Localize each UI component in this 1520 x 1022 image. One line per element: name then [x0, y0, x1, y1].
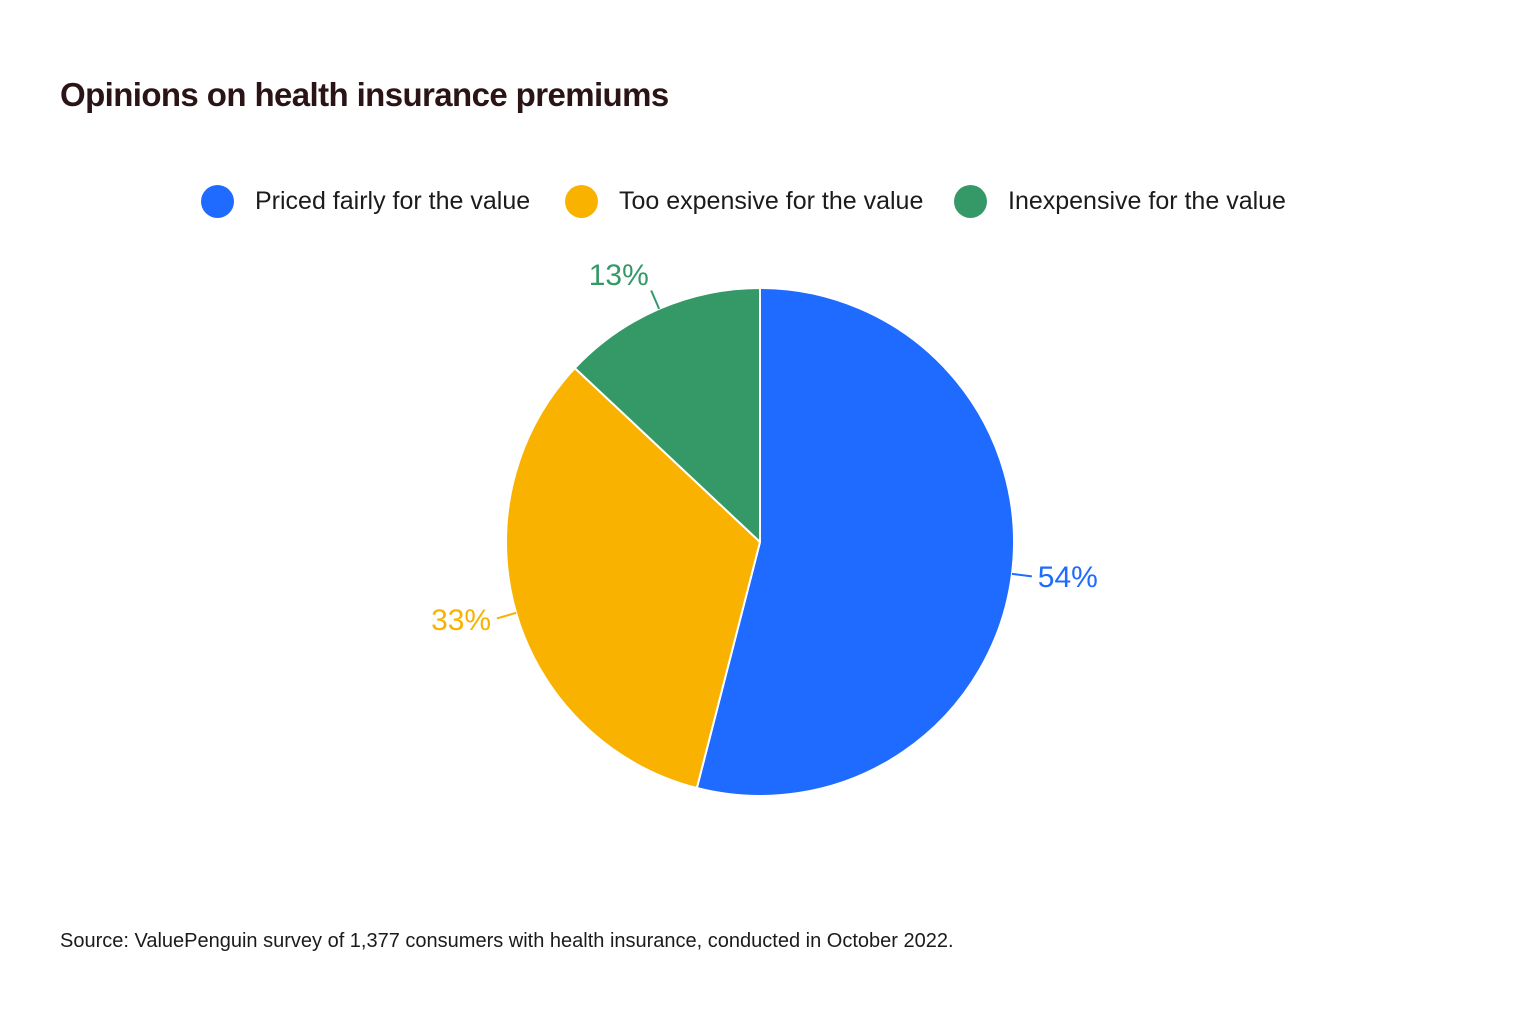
leader-line-inexpensive: [650, 290, 661, 310]
pie-slice-too-expensive: [505, 367, 761, 790]
legend-swatch-inexpensive: [954, 184, 987, 218]
legend-item-inexpensive: Inexpensive for the value: [954, 181, 1286, 221]
pie-slice-priced-fairly: [695, 287, 1015, 797]
legend-item-priced-fairly: Priced fairly for the value: [201, 181, 530, 221]
legend-label-inexpensive: Inexpensive for the value: [1008, 186, 1286, 215]
legend-swatch-too-expensive: [565, 184, 598, 218]
data-label-priced-fairly: 54%: [1038, 561, 1098, 594]
legend-label-priced-fairly: Priced fairly for the value: [255, 186, 531, 215]
data-label-inexpensive: 13%: [589, 259, 649, 292]
legend-swatch-priced-fairly: [201, 184, 234, 218]
chart-title: Opinions on health insurance premiums: [60, 76, 669, 113]
leader-line-too-expensive: [496, 611, 517, 620]
legend: Priced fairly for the value Too expensiv…: [0, 181, 1520, 221]
leader-line-priced-fairly: [1011, 572, 1032, 578]
legend-label-too-expensive: Too expensive for the value: [619, 186, 924, 215]
data-label-too-expensive: 33%: [431, 604, 491, 637]
source-note: Source: ValuePenguin survey of 1,377 con…: [60, 930, 954, 952]
legend-item-too-expensive: Too expensive for the value: [565, 181, 923, 221]
